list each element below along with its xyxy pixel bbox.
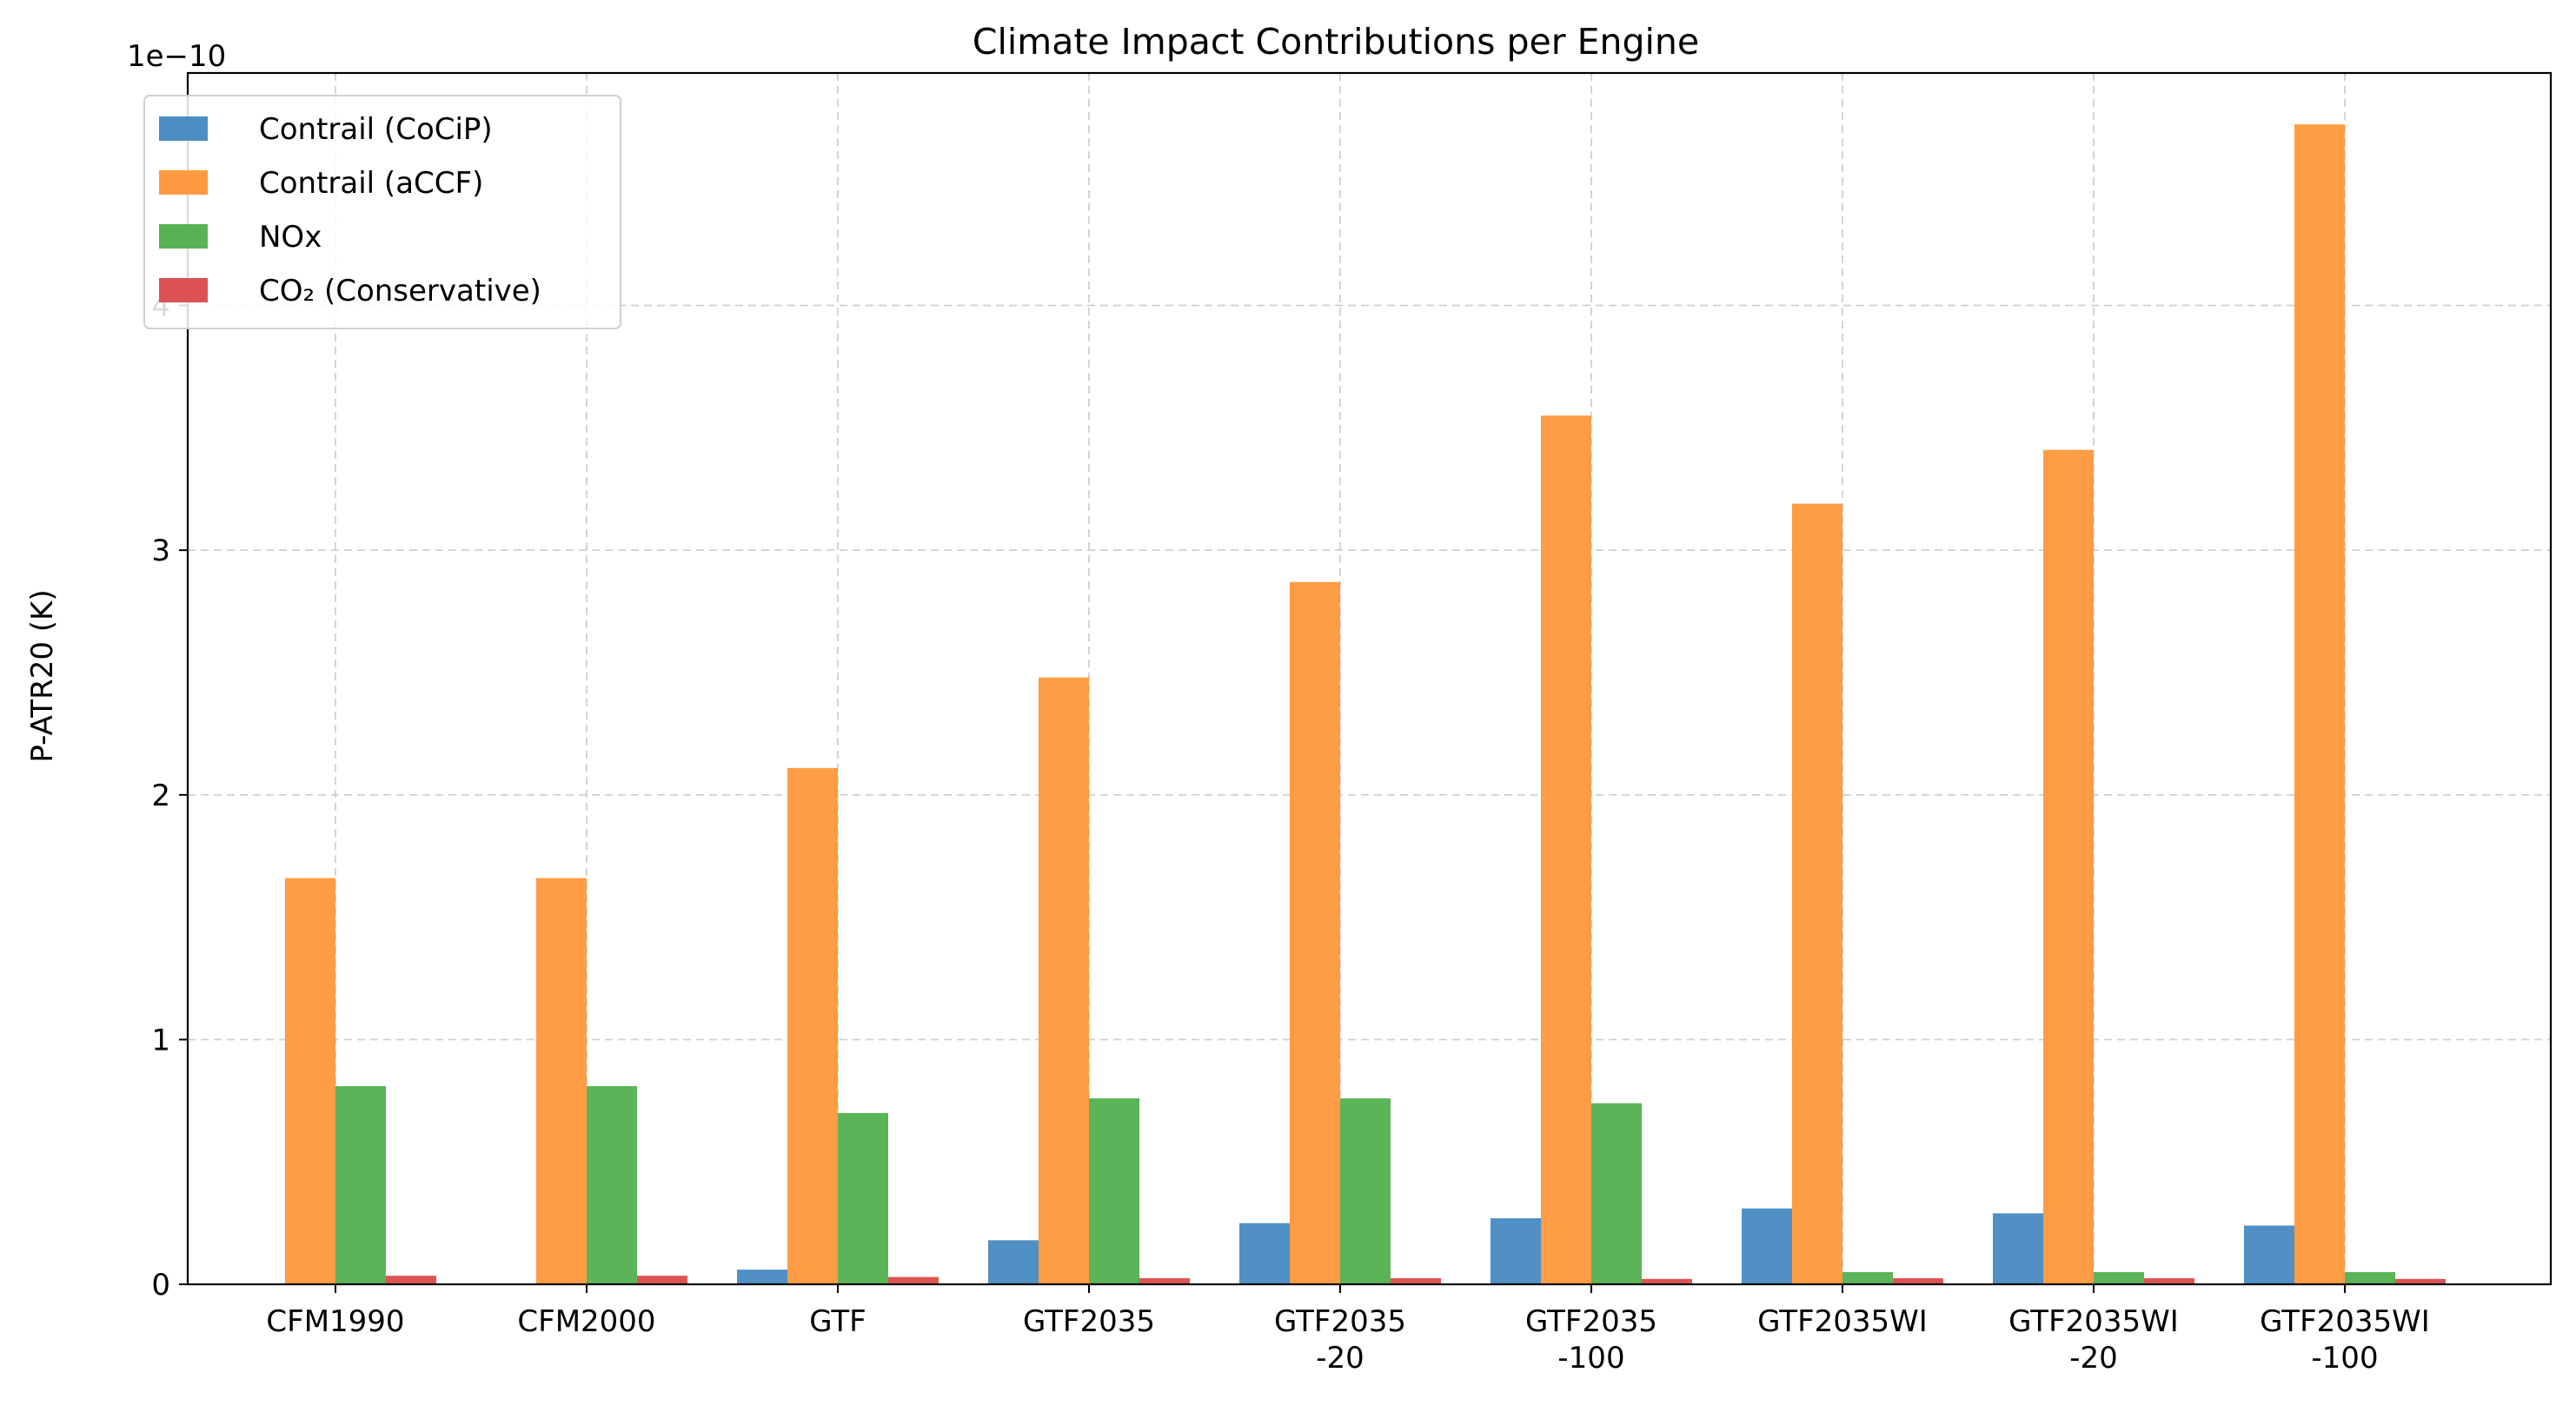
legend-label: NOx [259,220,322,255]
bar [1642,1278,1692,1284]
bar [285,878,335,1284]
bar [335,1085,386,1284]
legend-label: Contrail (CoCiP) [259,112,493,147]
y-tick-label: 1 [151,1023,170,1058]
bar [888,1276,939,1284]
y-tick-label: 3 [151,534,170,568]
x-tick-label: GTF2035WI [2260,1304,2430,1339]
bar [988,1240,1039,1284]
bar [838,1112,888,1284]
bar [1039,677,1089,1284]
x-tick-label: GTF2035WI [1757,1304,1928,1339]
bar [1993,1213,2043,1284]
x-tick-label: CFM1990 [266,1304,404,1339]
legend-label: CO₂ (Conservative) [259,274,541,308]
bar [2395,1278,2446,1284]
y-tick-label: 0 [151,1268,170,1303]
bar [2294,124,2345,1284]
bar [1089,1097,1139,1284]
bar [1742,1208,1792,1284]
bar [2345,1271,2395,1284]
bar [536,878,587,1284]
bar [1139,1277,1190,1284]
x-tick-label: GTF2035 [1525,1304,1657,1339]
legend-label: Contrail (aCCF) [259,166,483,201]
x-tick-label: -100 [1557,1341,1624,1376]
plot-frame [186,71,2553,1286]
bar [1391,1277,1441,1284]
bar [587,1085,637,1284]
bar [1893,1277,1943,1284]
bar [2094,1271,2144,1284]
legend-swatch [159,278,208,302]
legend-swatch [159,170,208,195]
x-tick-label: CFM2000 [517,1304,655,1339]
bar [1842,1271,1893,1284]
bar [1290,581,1340,1284]
y-axis-offset-label: 1e−10 [127,39,226,74]
bar [2144,1277,2194,1284]
bar [386,1276,436,1284]
x-tick-label: -100 [2311,1341,2378,1376]
bar [2043,449,2094,1284]
bar [1490,1217,1541,1284]
x-tick-label: -20 [2069,1341,2118,1376]
x-tick-label: -20 [1316,1341,1364,1376]
legend-swatch [159,116,208,141]
y-axis-label: P-ATR20 (K) [25,589,60,762]
x-tick-label: GTF2035 [1023,1304,1155,1339]
chart-title: Climate Impact Contributions per Engine [973,21,1699,63]
x-tick-label: GTF2035 [1274,1304,1406,1339]
legend-swatch [159,224,208,249]
bar [2244,1225,2294,1284]
bar [787,767,838,1284]
bar [1340,1097,1391,1284]
bar [637,1276,687,1284]
y-tick-label: 2 [151,779,170,813]
bar [1792,503,1842,1284]
x-tick-label: GTF [809,1304,866,1339]
bar [1591,1103,1642,1284]
bar [1239,1223,1290,1284]
bar [737,1270,787,1284]
legend-box [143,95,621,329]
x-tick-label: GTF2035WI [2008,1304,2179,1339]
bar [1541,415,1591,1284]
